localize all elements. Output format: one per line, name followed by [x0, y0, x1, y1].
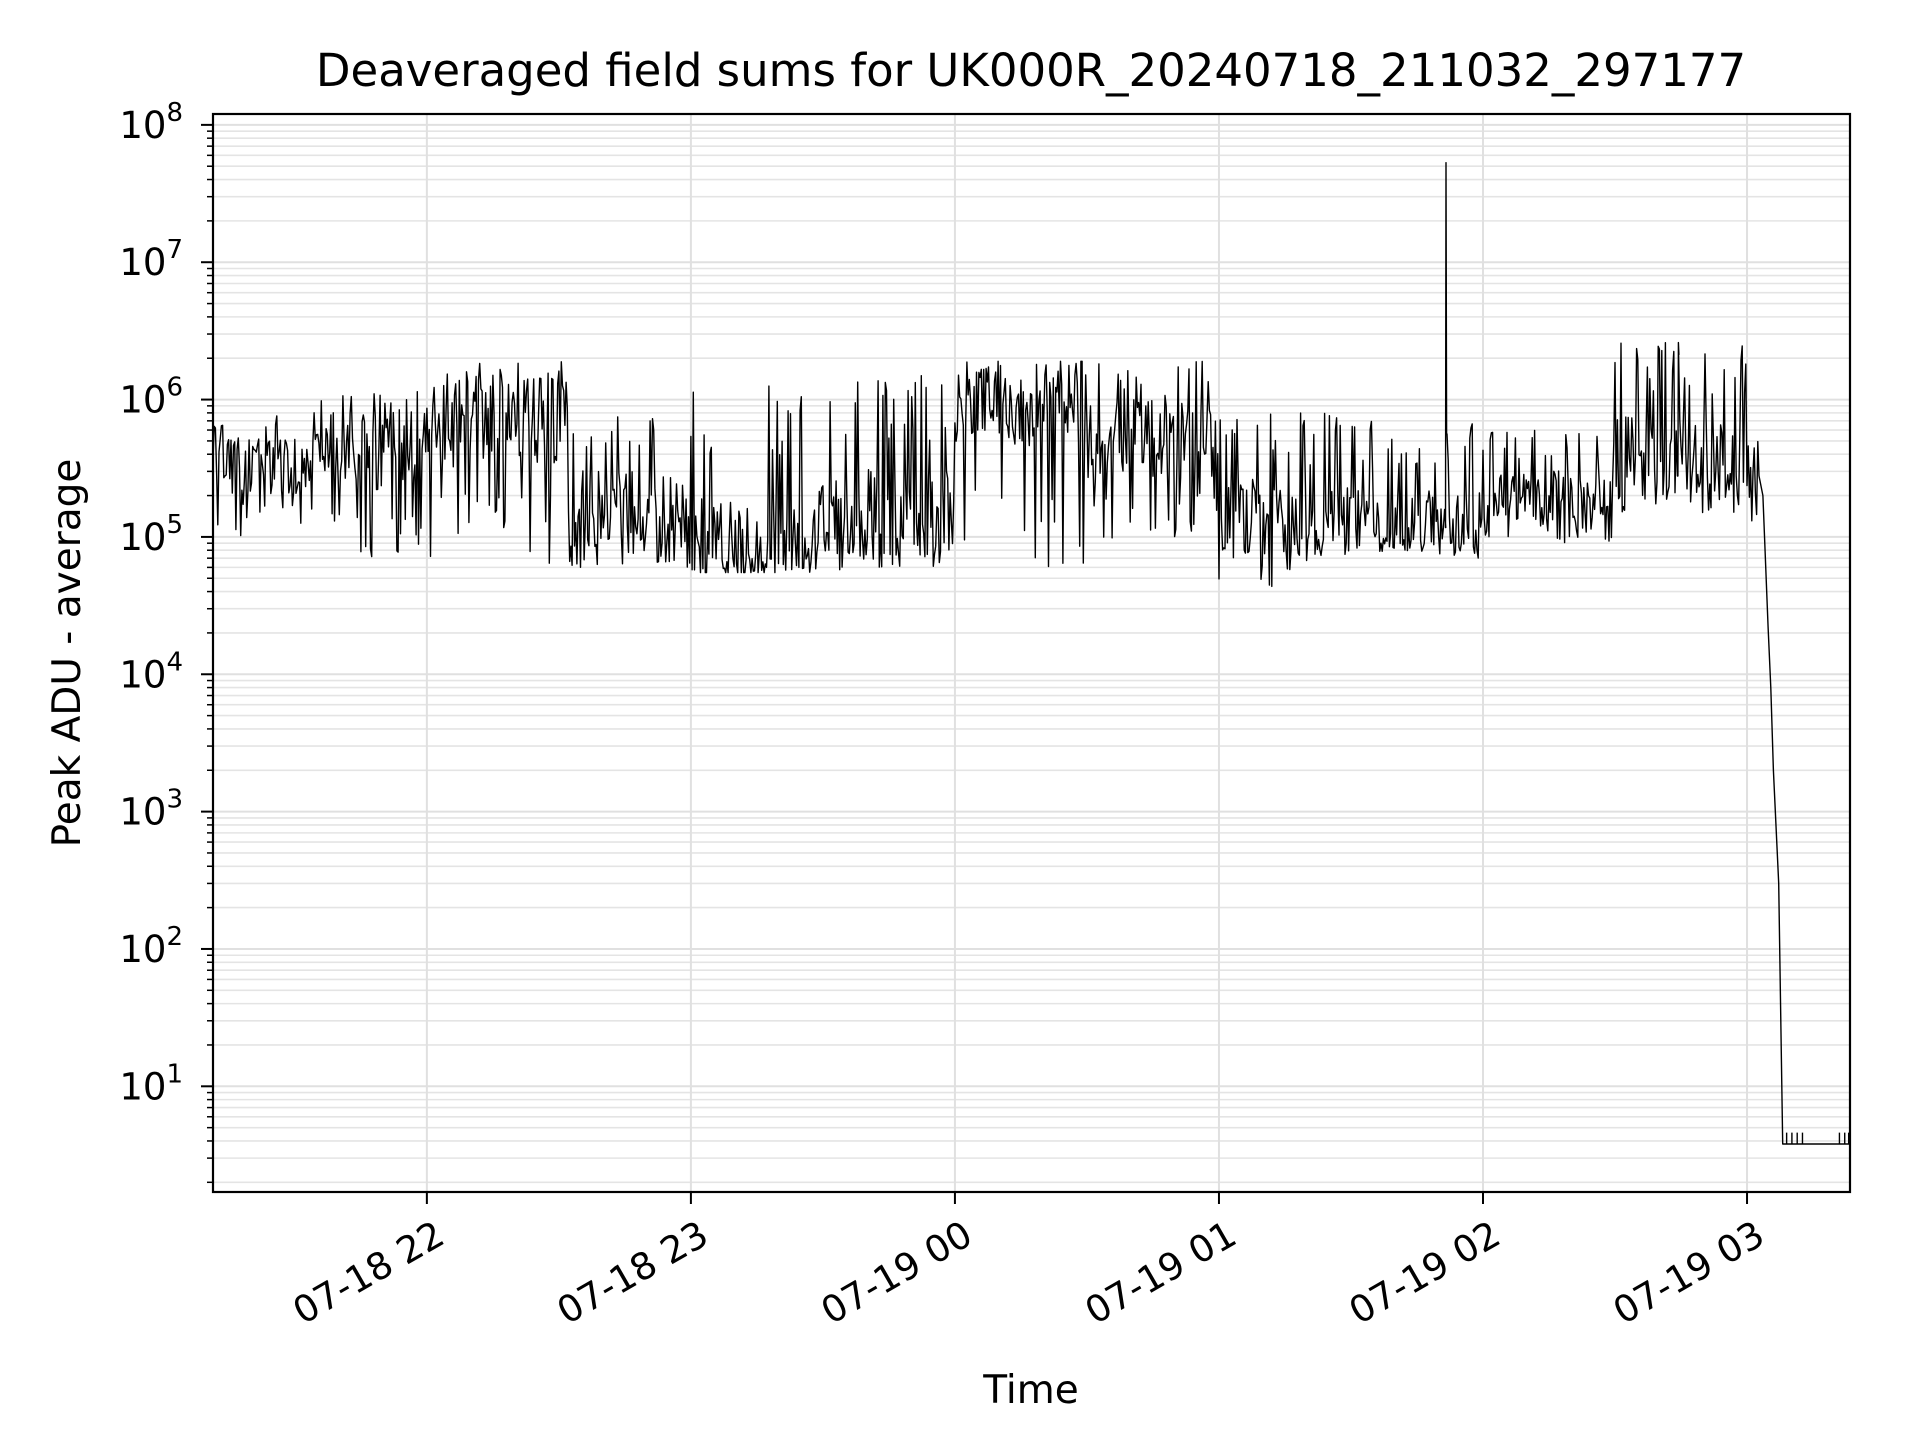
y-axis-label: Peak ADU - average — [45, 459, 90, 848]
y-tick-label: 103 — [119, 785, 183, 834]
y-tick-label: 102 — [119, 922, 183, 971]
plot-frame — [211, 112, 1852, 1194]
x-axis-label: Time — [982, 1368, 1078, 1413]
y-tick-label: 107 — [119, 235, 183, 284]
y-tick-label: 106 — [119, 373, 183, 422]
y-tick-label: 104 — [119, 647, 183, 696]
y-tick-label: 108 — [119, 98, 183, 147]
chart-title: Deaveraged field sums for UK000R_2024071… — [316, 44, 1746, 97]
y-tick-label: 101 — [119, 1059, 183, 1108]
series-layer — [212, 162, 1850, 1145]
minor-gridlines — [213, 130, 1850, 1184]
y-tick-labels: 101 102 103 104 105 106 107 108 — [119, 98, 183, 1108]
y-tick-label: 105 — [119, 510, 183, 559]
data-line — [212, 162, 1850, 1145]
axis-ticks — [201, 123, 1749, 1204]
